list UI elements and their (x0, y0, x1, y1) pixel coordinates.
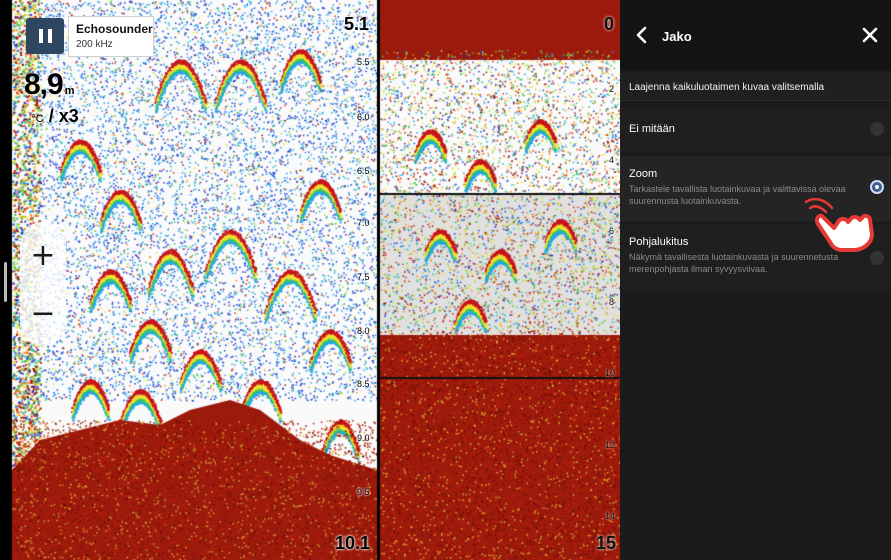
depth-unit: m (64, 85, 75, 97)
option-description: Tarkastele tavallista luotainkuvaa ja va… (629, 184, 846, 206)
radio-button[interactable] (870, 251, 884, 265)
panel-header: Jako (620, 0, 891, 70)
zoom-out-button[interactable]: − (30, 295, 56, 331)
left-scale-tick: 9.5 (357, 487, 370, 497)
option-title: Pohjalukitus (629, 236, 689, 248)
option-description: Näkymä tavallisesta luotainkuvasta ja su… (629, 252, 839, 274)
left-scale-tick: 8.5 (357, 379, 370, 389)
sonar-view[interactable]: Echosounder 200 kHz 8,9 m --°C / x3 + − 5… (0, 0, 620, 560)
source-title: Echosounder (76, 22, 153, 36)
left-scale-tick: 5.5 (357, 57, 370, 67)
split-settings-panel: Jako Laajenna kaikuluotaimen kuvaa valit… (620, 0, 891, 560)
option-title: Ei mitään (629, 123, 675, 135)
right-scale-tick: 8 (609, 297, 615, 307)
chevron-left-icon[interactable] (632, 24, 652, 46)
option-zoom[interactable]: Zoom Tarkastele tavallista luotainkuvaa … (620, 156, 891, 222)
source-selector[interactable]: Echosounder 200 kHz (68, 16, 154, 57)
depth-value: 8,9 (24, 68, 64, 101)
source-frequency: 200 kHz (76, 39, 113, 50)
right-scale-top: 0 (604, 14, 615, 34)
temperature-readout: --°C / x3 (24, 106, 79, 127)
option-none[interactable]: Ei mitään (620, 107, 891, 151)
left-scale-tick: 8.0 (357, 326, 370, 336)
panel-description-row: Laajenna kaikuluotaimen kuvaa valitsemal… (620, 72, 891, 101)
close-icon[interactable] (860, 25, 880, 45)
right-scale-tick: 4 (609, 155, 615, 165)
left-scale-tick: 9.0 (357, 433, 370, 443)
left-scale-tick: 6.5 (357, 166, 370, 176)
pause-icon-bar (47, 29, 52, 43)
option-title: Zoom (629, 168, 658, 180)
right-scale-tick: 10 (605, 368, 616, 378)
left-scale-bottom: 10.1 (335, 533, 371, 553)
left-scale-tick: 6.0 (357, 112, 370, 122)
right-scale-bottom: 15 (596, 533, 617, 553)
zoom-factor: / x3 (48, 106, 79, 126)
radio-button[interactable] (870, 122, 884, 136)
temperature-value: -- (24, 113, 32, 125)
left-scale-top: 5.1 (344, 14, 370, 34)
zoom-control: + − (20, 222, 66, 346)
side-drag-handle[interactable] (4, 262, 7, 302)
right-scale-tick: 12 (605, 440, 616, 450)
panel-description: Laajenna kaikuluotaimen kuvaa valitsemal… (629, 82, 825, 93)
right-scale-tick: 6 (609, 226, 615, 236)
right-scale-tick: 2 (609, 84, 615, 94)
pointing-hand-icon (804, 197, 874, 252)
left-scale-tick: 7.5 (357, 272, 370, 282)
panel-title: Jako (662, 29, 692, 44)
left-scale-tick: 7.0 (357, 218, 370, 228)
temperature-unit: °C (31, 113, 44, 125)
sonar-image[interactable] (0, 0, 620, 560)
zoom-in-button[interactable]: + (30, 237, 56, 273)
pause-icon (38, 29, 43, 43)
depth-readout: 8,9 m (24, 68, 74, 102)
radio-button-selected[interactable] (870, 180, 884, 194)
right-scale-tick: 14 (605, 511, 616, 521)
pause-button[interactable] (26, 18, 64, 54)
